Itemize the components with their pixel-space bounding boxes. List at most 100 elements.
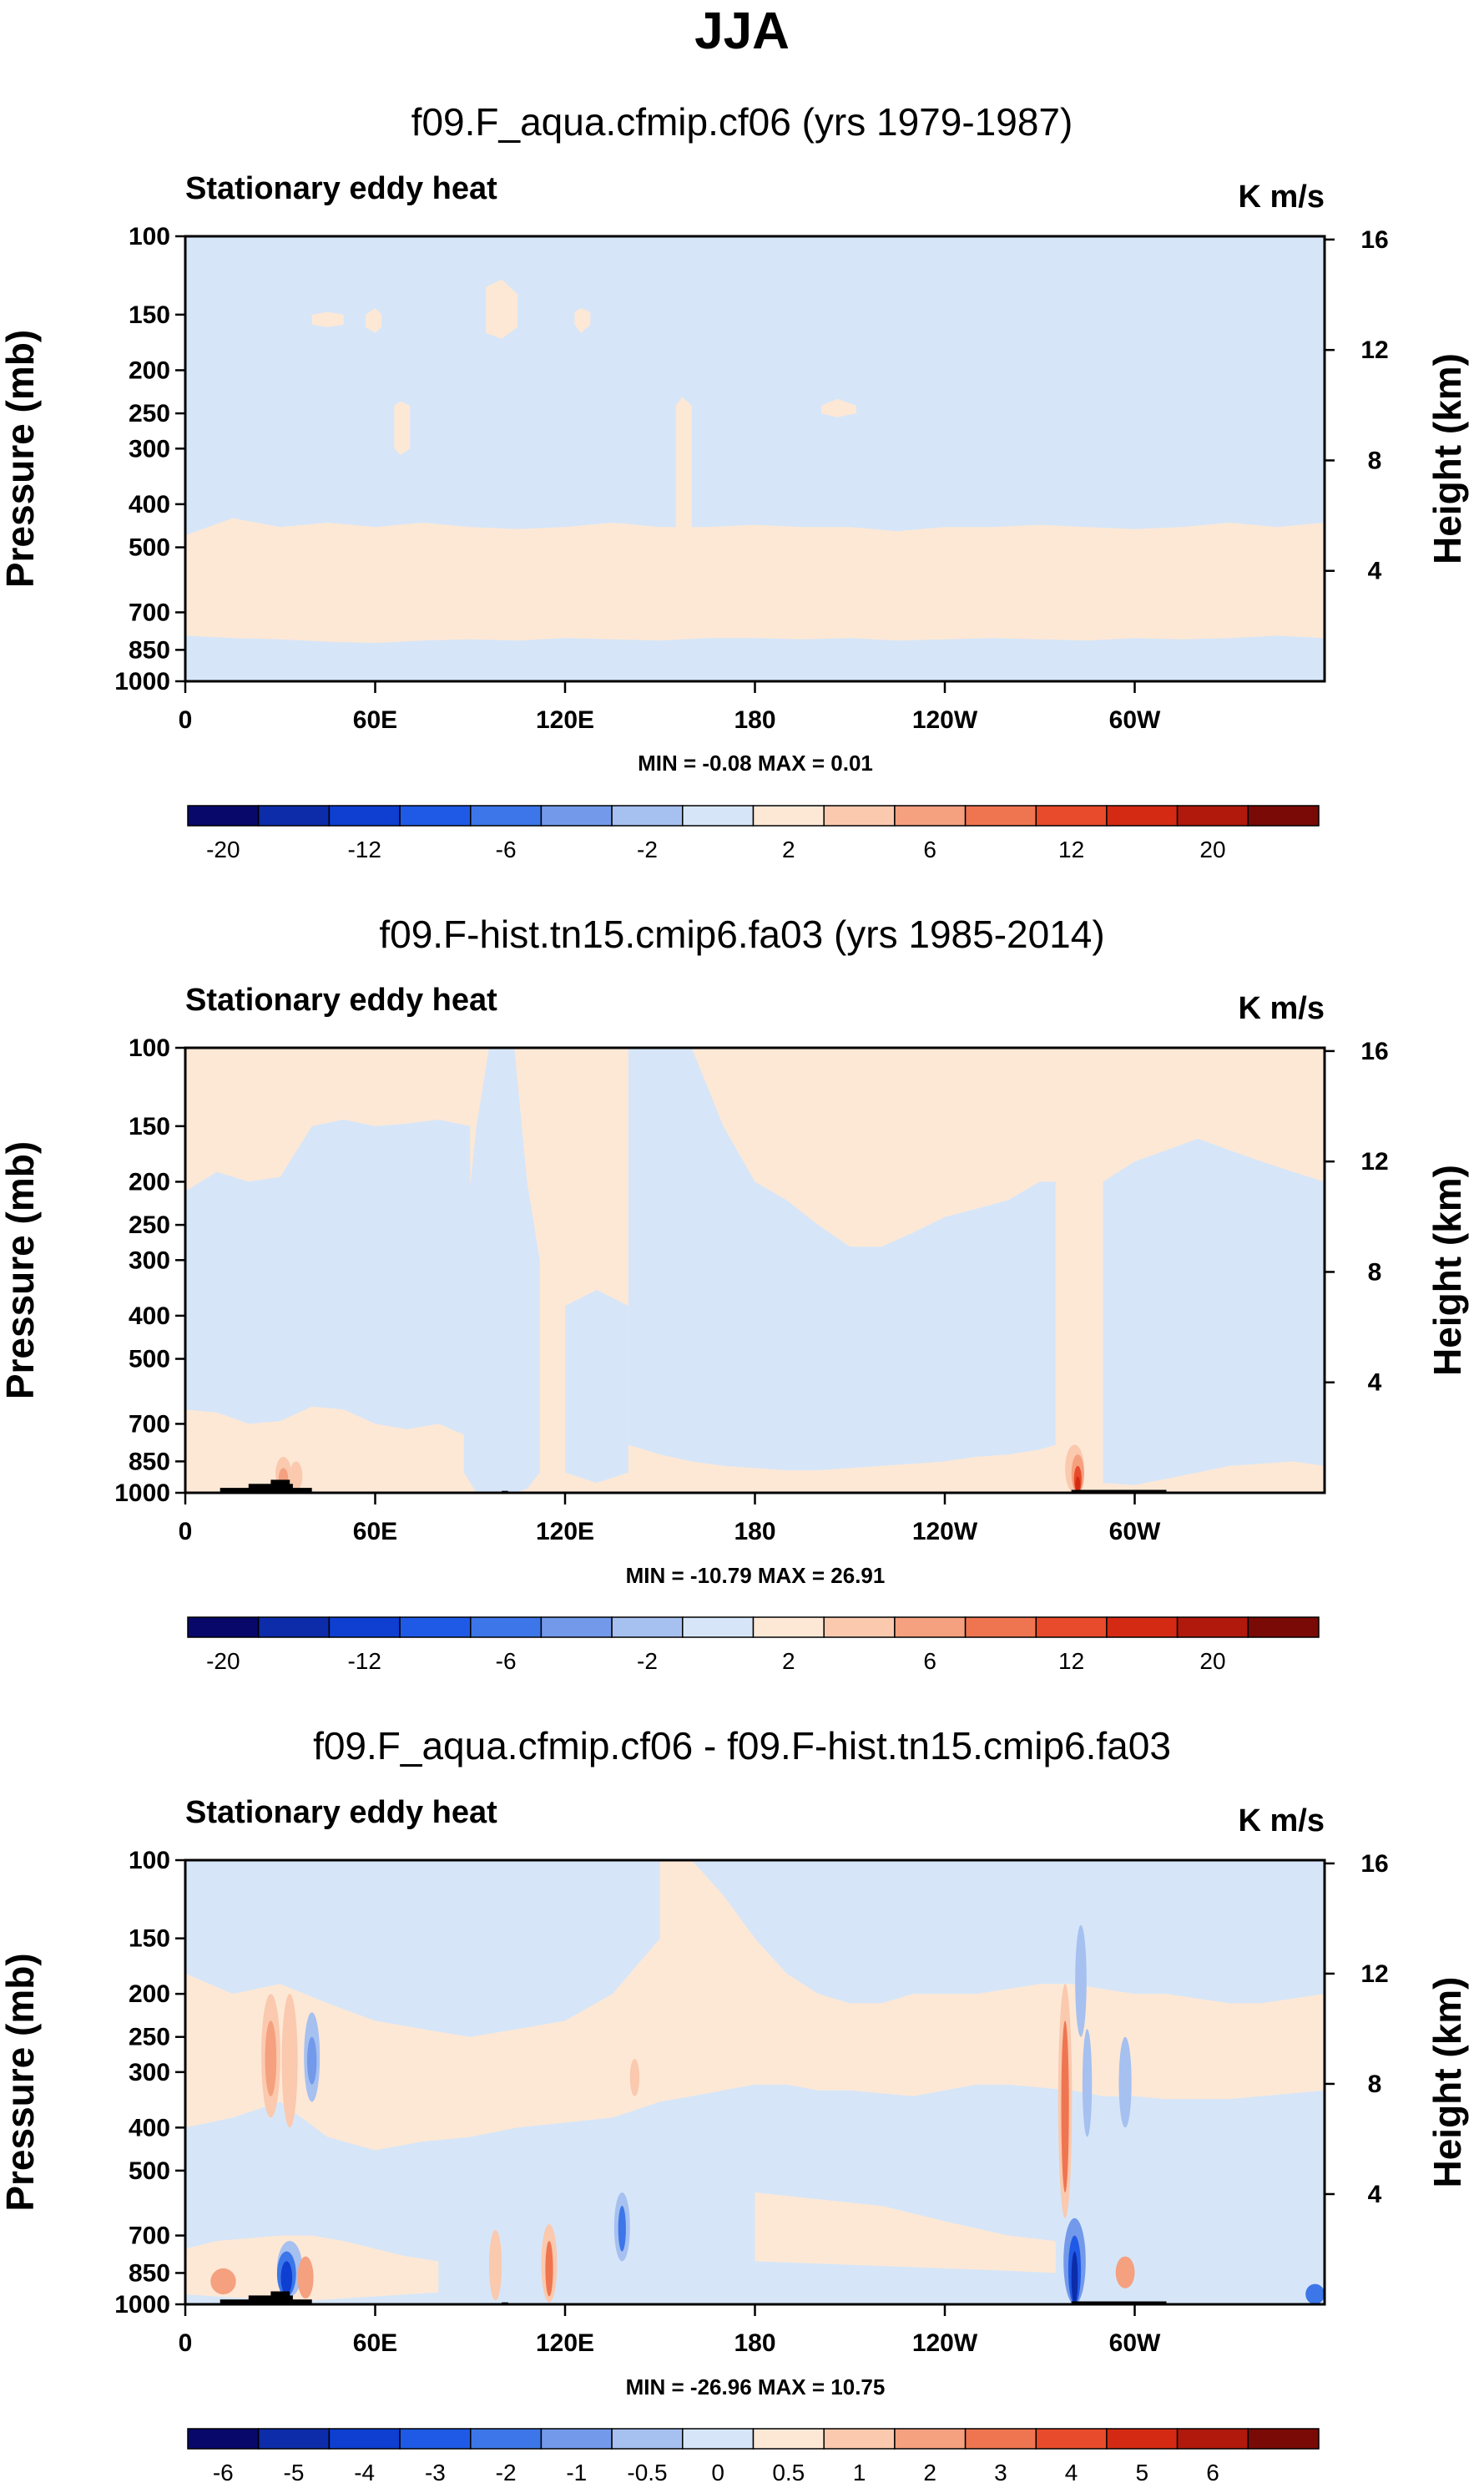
chart-title: f09.F-hist.tn15.cmip6.fa03 (yrs 1985-201… [379, 913, 1104, 956]
y-tick-label: 1000 [114, 1479, 170, 1507]
colorbar-cell [823, 805, 896, 827]
plot-area [185, 236, 1325, 681]
contour-region [821, 398, 856, 417]
contour-cell [618, 2206, 626, 2252]
colorbar-cell [1106, 1616, 1179, 1638]
colorbar-label: -2 [637, 1648, 658, 1674]
colorbar-cell [470, 805, 543, 827]
colorbar-label: 5 [1136, 2460, 1149, 2484]
chart-panel-difference: f09.F_aqua.cfmip.cf06 - f09.F-hist.tn15.… [0, 1724, 1469, 2485]
colorbar-cell [540, 1616, 613, 1638]
colorbar-cell [257, 2428, 331, 2450]
colorbar-cell [328, 1616, 401, 1638]
y-tick-label: 100 [129, 1034, 170, 1062]
y-tick-label: 100 [129, 223, 170, 250]
y-tick-label: 250 [129, 2024, 170, 2051]
min-max-label: MIN = -0.08 MAX = 0.01 [638, 751, 873, 776]
contour-cell [629, 2058, 640, 2096]
colorbar-cell [1035, 1616, 1108, 1638]
y2-tick-label: 12 [1360, 336, 1388, 364]
contour-cell [297, 2256, 314, 2298]
contour-cell [1118, 2036, 1132, 2128]
x-tick-label: 60W [1109, 1518, 1161, 1545]
colorbar-label: 4 [1065, 2460, 1078, 2484]
colorbar-cell [257, 805, 331, 827]
contour-region [659, 1860, 1325, 2102]
y-tick-label: 300 [129, 2059, 170, 2086]
contour-region [565, 1290, 628, 1484]
colorbar-label: 6 [923, 1648, 936, 1674]
colorbar-label: 6 [923, 837, 936, 862]
colorbar-cell [611, 805, 684, 827]
colorbar-cell [540, 2428, 613, 2450]
colorbar-label: -1 [566, 2460, 587, 2484]
colorbar-cell [1247, 805, 1320, 827]
colorbar-cell [540, 805, 613, 827]
x-tick-label: 0 [179, 1518, 193, 1545]
contour-region [463, 1048, 540, 1493]
chart-units: K m/s [1239, 991, 1325, 1026]
y-tick-label: 300 [129, 1247, 170, 1274]
colorbar-cell [328, 805, 401, 827]
y-tick-label: 100 [129, 1847, 170, 1874]
topography-mask [1071, 1489, 1167, 1493]
y-tick-label: 300 [129, 435, 170, 463]
colorbar-cell [1176, 805, 1249, 827]
colorbar-label: -0.5 [627, 2460, 667, 2484]
x-tick-label: 120E [536, 1518, 594, 1545]
colorbar-cell [964, 805, 1037, 827]
colorbar-label: 2 [923, 2460, 936, 2484]
topography-mask [248, 2295, 293, 2304]
contour-cell [280, 2261, 293, 2295]
contour-cell [1075, 1924, 1087, 2037]
colorbar-label: -6 [496, 1648, 517, 1674]
x-tick-label: 180 [734, 706, 775, 734]
contour-cell [1061, 2020, 1069, 2192]
y-tick-label: 1000 [114, 668, 170, 695]
topography-mask [248, 1484, 293, 1493]
colorbar-label: 3 [994, 2460, 1007, 2484]
contour-cell [1305, 2283, 1325, 2304]
y2-tick-label: 8 [1368, 2071, 1382, 2098]
colorbar-cell [752, 805, 825, 827]
colorbar-label: 20 [1199, 1648, 1225, 1674]
colorbar-cell [470, 2428, 543, 2450]
colorbar-label: 2 [782, 837, 795, 862]
x-tick-label: 60E [353, 2329, 397, 2357]
min-max-label: MIN = -10.79 MAX = 26.91 [626, 1563, 886, 1588]
colorbar-cell [611, 2428, 684, 2450]
colorbar-label: 12 [1058, 837, 1084, 862]
y2-tick-label: 4 [1368, 2181, 1382, 2208]
colorbar-label: -3 [425, 2460, 446, 2484]
chart-subtitle: Stationary eddy heat [185, 171, 497, 206]
y-tick-label: 700 [129, 599, 170, 626]
contour-cell [210, 2268, 236, 2295]
y-tick-label: 250 [129, 400, 170, 427]
x-tick-label: 60W [1109, 706, 1161, 734]
contour-region [486, 279, 518, 339]
x-tick-label: 180 [734, 1518, 775, 1545]
contour-cell [265, 2020, 277, 2096]
colorbar-cell [682, 805, 755, 827]
contour-region [394, 401, 411, 455]
colorbar-label: -12 [347, 1648, 381, 1674]
colorbar-cell [1106, 805, 1179, 827]
chart-units: K m/s [1239, 180, 1325, 215]
y-tick-label: 700 [129, 2223, 170, 2250]
colorbar-cell [611, 1616, 684, 1638]
colorbar-cell [752, 1616, 825, 1638]
y2-tick-label: 4 [1368, 1369, 1382, 1397]
y2-axis-label: Height (km) [1426, 1165, 1469, 1376]
colorbar-label: -20 [206, 1648, 240, 1674]
y2-tick-label: 8 [1368, 1258, 1382, 1286]
colorbar-label: -5 [284, 2460, 305, 2484]
chart-panel-hist: f09.F-hist.tn15.cmip6.fa03 (yrs 1985-201… [0, 913, 1469, 1674]
colorbar-cell [1247, 1616, 1320, 1638]
contour-cell [545, 2241, 553, 2297]
colorbar-cell [257, 1616, 331, 1638]
y2-tick-label: 12 [1360, 1148, 1388, 1176]
y-tick-label: 850 [129, 1448, 170, 1475]
figure-title: JJA [694, 3, 790, 60]
contour-region [755, 2192, 1056, 2273]
